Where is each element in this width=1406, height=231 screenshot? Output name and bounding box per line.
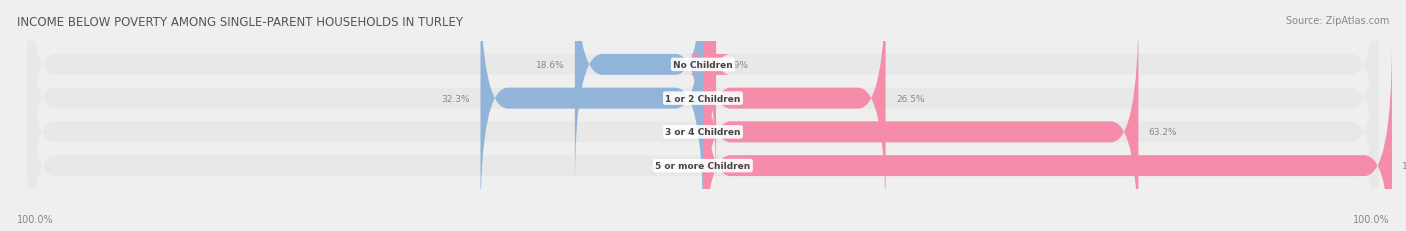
FancyBboxPatch shape	[703, 0, 886, 223]
Text: 0.0%: 0.0%	[669, 161, 693, 170]
Text: 32.3%: 32.3%	[441, 94, 470, 103]
Text: 3 or 4 Children: 3 or 4 Children	[665, 128, 741, 137]
Text: 100.0%: 100.0%	[1353, 214, 1389, 224]
FancyBboxPatch shape	[703, 42, 1392, 231]
Text: INCOME BELOW POVERTY AMONG SINGLE-PARENT HOUSEHOLDS IN TURLEY: INCOME BELOW POVERTY AMONG SINGLE-PARENT…	[17, 16, 463, 29]
FancyBboxPatch shape	[28, 42, 1378, 231]
Text: 1.9%: 1.9%	[727, 61, 749, 70]
FancyBboxPatch shape	[28, 0, 1378, 223]
Text: 18.6%: 18.6%	[536, 61, 565, 70]
Text: 100.0%: 100.0%	[1402, 161, 1406, 170]
FancyBboxPatch shape	[481, 0, 703, 223]
Text: 63.2%: 63.2%	[1149, 128, 1177, 137]
Text: 100.0%: 100.0%	[17, 214, 53, 224]
Text: 5 or more Children: 5 or more Children	[655, 161, 751, 170]
Text: Source: ZipAtlas.com: Source: ZipAtlas.com	[1285, 16, 1389, 26]
FancyBboxPatch shape	[28, 0, 1378, 189]
Text: 0.0%: 0.0%	[669, 128, 693, 137]
Text: 1 or 2 Children: 1 or 2 Children	[665, 94, 741, 103]
Text: 26.5%: 26.5%	[896, 94, 925, 103]
FancyBboxPatch shape	[703, 8, 1139, 231]
FancyBboxPatch shape	[28, 8, 1378, 231]
FancyBboxPatch shape	[575, 0, 703, 189]
Text: No Children: No Children	[673, 61, 733, 70]
FancyBboxPatch shape	[689, 0, 731, 189]
